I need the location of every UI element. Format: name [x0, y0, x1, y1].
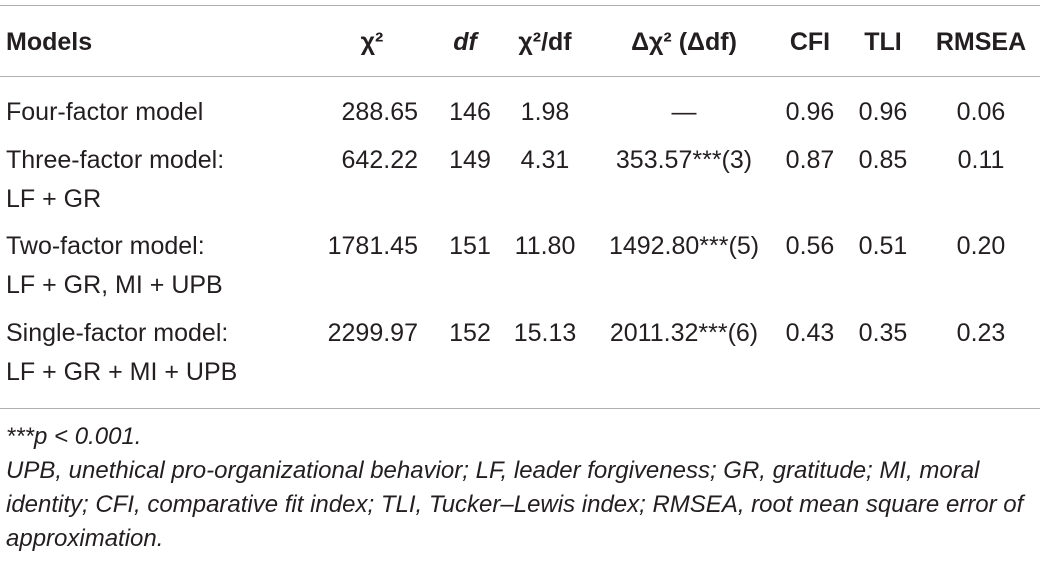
cell: 0.51	[858, 232, 908, 260]
cell: —	[671, 98, 697, 126]
header-rule	[0, 76, 1040, 77]
column-header: Models	[6, 28, 93, 56]
cell: 2299.97	[327, 319, 418, 347]
cell: 0.35	[858, 319, 908, 347]
model-name: LF + GR	[6, 185, 102, 213]
cell: 0.96	[785, 98, 835, 126]
column-header: χ²/df	[518, 28, 572, 56]
cell: 149	[449, 146, 491, 174]
cell: 0.06	[956, 98, 1006, 126]
column-header: Δχ² (Δdf)	[631, 28, 737, 56]
cell: 1.98	[520, 98, 570, 126]
column-header: RMSEA	[935, 28, 1027, 56]
cell: 0.20	[956, 232, 1006, 260]
cell: 0.56	[785, 232, 835, 260]
model-name: LF + GR, MI + UPB	[6, 271, 223, 299]
cell: 642.22	[341, 146, 418, 174]
cell: 0.85	[858, 146, 908, 174]
cell: 2011.32***(6)	[609, 319, 759, 347]
note: UPB, unethical pro-organizational behavi…	[6, 457, 1024, 552]
note: ***p < 0.001.	[6, 423, 142, 450]
cell: 0.11	[957, 146, 1005, 174]
cell: 151	[449, 232, 491, 260]
column-header: df	[453, 28, 477, 56]
model-name: Four-factor model	[6, 98, 204, 126]
cell: 0.87	[785, 146, 835, 174]
bottom-rule	[0, 408, 1040, 409]
column-header: CFI	[789, 28, 831, 56]
cell: 1781.45	[327, 232, 418, 260]
model-name: Three-factor model:	[6, 146, 225, 174]
cell: 15.13	[513, 319, 577, 347]
cell: 11.80	[514, 232, 576, 260]
model-name: LF + GR + MI + UPB	[6, 358, 238, 386]
cell: 146	[449, 98, 491, 126]
cell: 152	[449, 319, 491, 347]
column-header: χ²	[360, 28, 384, 56]
model-name: Single-factor model:	[6, 319, 229, 347]
cell: 1492.80***(5)	[608, 232, 760, 260]
cell: 4.31	[520, 146, 570, 174]
cell: 0.96	[858, 98, 908, 126]
cell: 0.23	[956, 319, 1006, 347]
model-name: Two-factor model:	[6, 232, 205, 260]
cell: 353.57***(3)	[615, 146, 753, 174]
cell: 288.65	[341, 98, 418, 126]
cell: 0.43	[785, 319, 835, 347]
column-header: TLI	[864, 28, 902, 56]
top-rule	[0, 5, 1040, 6]
